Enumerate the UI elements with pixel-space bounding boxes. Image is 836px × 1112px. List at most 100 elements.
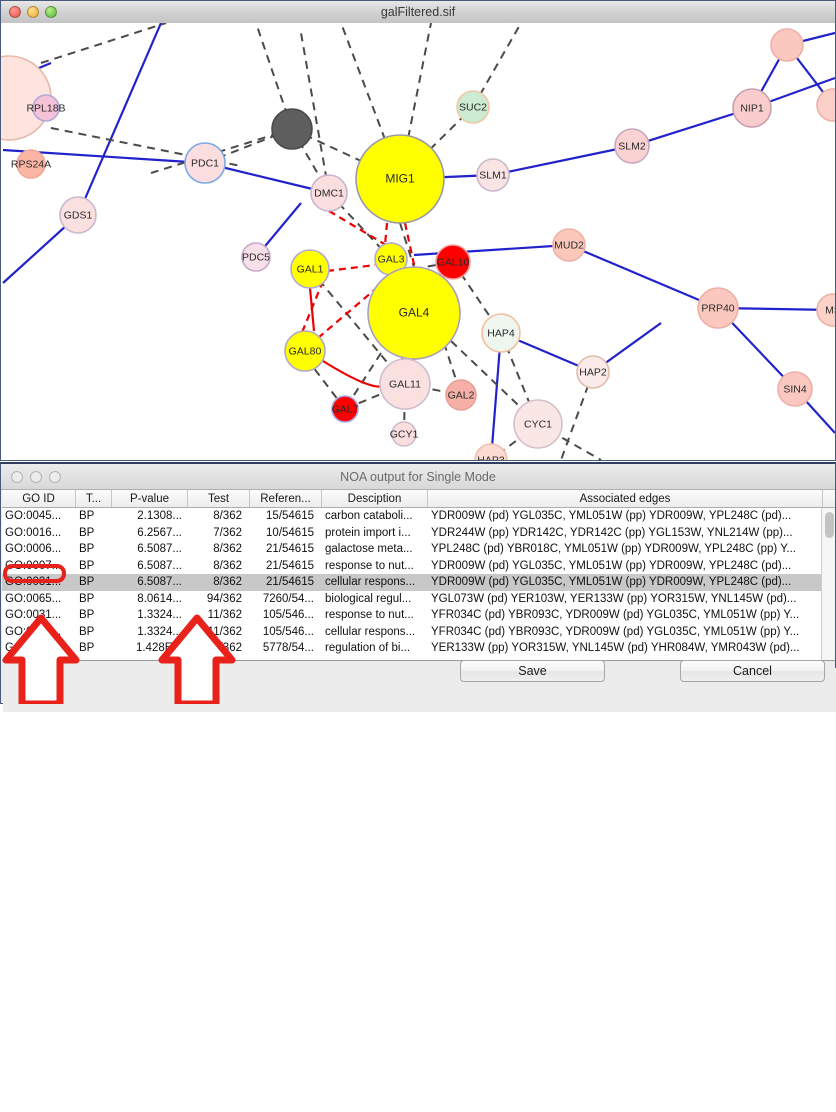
node-circle[interactable] bbox=[290, 249, 330, 289]
node-label: GAL3 bbox=[378, 253, 405, 265]
table-row[interactable]: GO:0031... BP 1.3324... 11/362 105/546... cel… bbox=[2, 624, 835, 641]
node-circle[interactable] bbox=[331, 395, 359, 423]
node-MS[interactable]: MS bbox=[816, 293, 835, 327]
node-MIG1[interactable]: MIG1 bbox=[355, 134, 445, 224]
node-circle[interactable] bbox=[456, 90, 490, 124]
node-GAL10[interactable]: GAL10 bbox=[435, 244, 471, 280]
node-CYC1[interactable]: CYC1 bbox=[513, 399, 563, 449]
node-circle[interactable] bbox=[576, 355, 610, 389]
cell-description: protein import i... bbox=[325, 526, 411, 539]
node-MUD2[interactable]: MUD2 bbox=[552, 228, 586, 262]
edge-dashed bbox=[40, 23, 167, 64]
table-row[interactable]: GO:0006... BP 6.5087... 8/362 21/54615 galact… bbox=[2, 541, 835, 558]
node-PRP40[interactable]: PRP40 bbox=[697, 287, 739, 329]
node-circle[interactable] bbox=[391, 421, 417, 447]
node-SIN4[interactable]: SIN4 bbox=[777, 371, 813, 407]
cell-p-value: 1.3324... bbox=[137, 609, 182, 622]
table-body[interactable]: GO:0045... BP 2.1308... 8/362 15/54615 carbon… bbox=[2, 508, 835, 661]
node-circle[interactable] bbox=[367, 266, 461, 360]
column-header[interactable]: Referen... bbox=[250, 490, 322, 507]
node-circle[interactable] bbox=[184, 142, 226, 184]
column-header[interactable]: Associated edges bbox=[428, 490, 823, 507]
node-circle[interactable] bbox=[697, 287, 739, 329]
node-GAL11[interactable]: GAL11 bbox=[379, 358, 431, 410]
table-row[interactable]: GO:0031... BP 6.5087... 8/362 21/54615 cellul… bbox=[2, 574, 835, 591]
main-window-titlebar[interactable]: galFiltered.sif bbox=[1, 1, 835, 24]
cancel-button[interactable]: Cancel bbox=[680, 660, 825, 682]
noa-close-button[interactable] bbox=[11, 470, 23, 483]
node-PDC5[interactable]: PDC5 bbox=[241, 242, 271, 272]
close-button[interactable] bbox=[9, 6, 21, 18]
minimize-button[interactable] bbox=[27, 6, 39, 18]
node-HAP4[interactable]: HAP4 bbox=[481, 313, 521, 353]
node-RPS24A[interactable]: RPS24A bbox=[11, 149, 51, 179]
node-circle[interactable] bbox=[379, 358, 431, 410]
node-circle[interactable] bbox=[241, 242, 271, 272]
node-circle[interactable] bbox=[310, 174, 348, 212]
zoom-button[interactable] bbox=[45, 6, 57, 18]
node-GAL1[interactable]: GAL1 bbox=[290, 249, 330, 289]
table-header-row: GO ID T... P-value Test Referen... Desciption… bbox=[2, 490, 835, 508]
node-circle[interactable] bbox=[474, 443, 508, 460]
node-GAL2[interactable]: GAL2 bbox=[445, 379, 477, 411]
node-circle[interactable] bbox=[435, 244, 471, 280]
noa-minimize-button[interactable] bbox=[30, 470, 42, 483]
node-HAP3[interactable]: HAP3 bbox=[474, 443, 508, 460]
node-circle[interactable] bbox=[16, 149, 46, 179]
node-circle[interactable] bbox=[32, 94, 60, 122]
node-circle[interactable] bbox=[513, 399, 563, 449]
cell-description: response to nut... bbox=[325, 559, 414, 572]
node-GDS1[interactable]: GDS1 bbox=[59, 196, 97, 234]
node-circle[interactable] bbox=[284, 330, 326, 372]
node-circle[interactable] bbox=[732, 88, 772, 128]
node-RPL18B[interactable]: RPL18B bbox=[26, 94, 66, 122]
node-circle[interactable] bbox=[476, 158, 510, 192]
column-header[interactable]: Test bbox=[188, 490, 250, 507]
node-PDC1[interactable]: PDC1 bbox=[184, 142, 226, 184]
save-button[interactable]: Save bbox=[460, 660, 605, 682]
noa-zoom-button[interactable] bbox=[49, 470, 61, 483]
cell-go-id: GO:0006... bbox=[5, 543, 62, 556]
node-DMC1[interactable]: DMC1 bbox=[310, 174, 348, 212]
node-circle[interactable] bbox=[770, 28, 804, 62]
node-SLM2[interactable]: SLM2 bbox=[614, 128, 650, 164]
table-row[interactable]: GO:0065... BP 8.0614... 94/362 7260/54... bio… bbox=[2, 591, 835, 608]
edge-dashed bbox=[399, 23, 432, 180]
table-row[interactable]: GO:0031... BP 1.3324... 11/362 105/546... res… bbox=[2, 607, 835, 624]
node-SLM1[interactable]: SLM1 bbox=[476, 158, 510, 192]
node-GAL7[interactable]: GAL7 bbox=[331, 395, 359, 423]
scrollbar-thumb[interactable] bbox=[825, 512, 834, 538]
node-circle[interactable] bbox=[816, 293, 835, 327]
table-row[interactable]: GO:0045... BP 2.1308... 8/362 15/54615 carbon… bbox=[2, 508, 835, 525]
node-GAL80[interactable]: GAL80 bbox=[284, 330, 326, 372]
node-circle[interactable] bbox=[59, 196, 97, 234]
node-circle[interactable] bbox=[777, 371, 813, 407]
node-circle[interactable] bbox=[271, 108, 313, 150]
node-GAL4[interactable]: GAL4 bbox=[367, 266, 461, 360]
node-circle[interactable] bbox=[481, 313, 521, 353]
noa-titlebar[interactable]: NOA output for Single Mode bbox=[1, 464, 835, 490]
table-row[interactable]: GO:0016... BP 6.2567... 7/362 10/54615 protei… bbox=[2, 525, 835, 542]
node-circle[interactable] bbox=[552, 228, 586, 262]
node-HAP2[interactable]: HAP2 bbox=[576, 355, 610, 389]
node-NIP1[interactable]: NIP1 bbox=[732, 88, 772, 128]
table-row[interactable]: GO:0007... BP 6.5087... 8/362 21/54615 respon… bbox=[2, 558, 835, 575]
column-header[interactable]: P-value bbox=[112, 490, 188, 507]
node-topright2[interactable] bbox=[816, 88, 835, 122]
column-header[interactable]: GO ID bbox=[2, 490, 76, 507]
node-circle[interactable] bbox=[445, 379, 477, 411]
column-header[interactable]: Desciption bbox=[322, 490, 428, 507]
network-graph[interactable]: RPL18B RPS24A GDS1 PDC1 PDC5 SUC2 MIG1 DMC1 SLM1… bbox=[1, 23, 835, 460]
node-SUC2[interactable]: SUC2 bbox=[456, 90, 490, 124]
node-darknode[interactable] bbox=[271, 108, 313, 150]
table-scrollbar[interactable] bbox=[821, 508, 835, 660]
node-circle[interactable] bbox=[816, 88, 835, 122]
cell-type: BP bbox=[79, 543, 95, 556]
network-canvas[interactable]: RPL18B RPS24A GDS1 PDC1 PDC5 SUC2 MIG1 DMC1 SLM1… bbox=[1, 23, 835, 460]
node-circle[interactable] bbox=[614, 128, 650, 164]
table-row[interactable]: GO:0050... BP 1.428E... 80/362 5778/54... reg… bbox=[2, 640, 835, 657]
node-topright1[interactable] bbox=[770, 28, 804, 62]
node-circle[interactable] bbox=[355, 134, 445, 224]
node-GCY1[interactable]: GCY1 bbox=[390, 421, 419, 447]
column-header[interactable]: T... bbox=[76, 490, 112, 507]
